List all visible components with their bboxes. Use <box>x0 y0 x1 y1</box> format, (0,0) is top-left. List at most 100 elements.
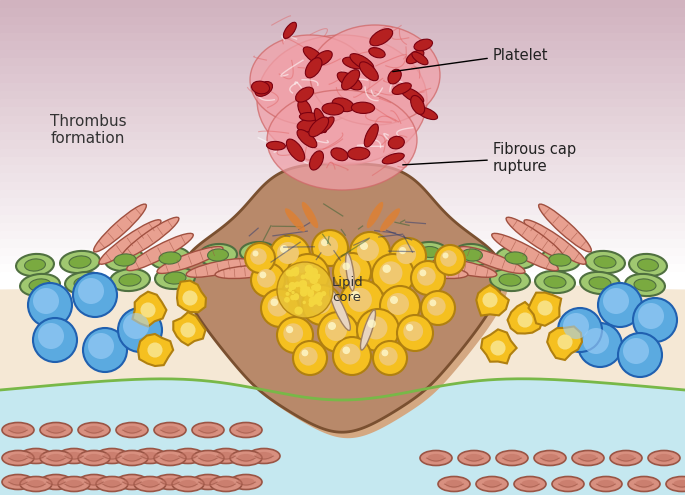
Ellipse shape <box>215 265 275 279</box>
Circle shape <box>88 333 114 359</box>
Ellipse shape <box>401 87 424 103</box>
Ellipse shape <box>150 247 190 269</box>
Circle shape <box>312 230 348 266</box>
Ellipse shape <box>134 448 166 463</box>
Circle shape <box>314 300 319 304</box>
Ellipse shape <box>544 276 566 288</box>
Circle shape <box>314 297 320 302</box>
Circle shape <box>417 267 436 286</box>
Polygon shape <box>547 327 582 360</box>
Bar <box>0 190 685 198</box>
Circle shape <box>295 281 300 287</box>
Ellipse shape <box>597 480 615 488</box>
Circle shape <box>517 312 532 328</box>
Ellipse shape <box>309 117 329 137</box>
Ellipse shape <box>492 233 558 271</box>
Ellipse shape <box>267 90 417 190</box>
Bar <box>0 289 685 297</box>
Ellipse shape <box>380 208 400 232</box>
Ellipse shape <box>154 475 186 490</box>
Ellipse shape <box>199 478 216 486</box>
Bar <box>0 437 685 446</box>
Ellipse shape <box>416 107 438 120</box>
Circle shape <box>351 291 360 300</box>
Bar <box>0 91 685 99</box>
Circle shape <box>333 253 371 291</box>
Circle shape <box>268 296 288 316</box>
Ellipse shape <box>250 35 370 125</box>
Circle shape <box>286 326 293 333</box>
Circle shape <box>490 341 506 355</box>
Ellipse shape <box>172 448 204 463</box>
Circle shape <box>309 292 331 314</box>
Polygon shape <box>182 164 503 432</box>
Circle shape <box>300 289 308 297</box>
Circle shape <box>623 338 649 364</box>
Ellipse shape <box>116 475 148 490</box>
Text: Platelet: Platelet <box>493 48 549 62</box>
Circle shape <box>316 292 323 299</box>
Bar <box>0 470 685 479</box>
Ellipse shape <box>96 477 128 492</box>
Circle shape <box>286 292 290 296</box>
Ellipse shape <box>208 249 228 261</box>
Text: Fibrous cap
rupture: Fibrous cap rupture <box>493 142 576 174</box>
Ellipse shape <box>337 72 362 90</box>
Ellipse shape <box>351 102 375 113</box>
Ellipse shape <box>85 426 103 434</box>
Ellipse shape <box>85 478 103 486</box>
Ellipse shape <box>27 480 45 488</box>
Ellipse shape <box>27 452 45 460</box>
Ellipse shape <box>360 62 378 81</box>
Circle shape <box>397 315 433 351</box>
Bar <box>0 281 685 289</box>
Ellipse shape <box>179 480 197 488</box>
Circle shape <box>350 232 390 272</box>
Ellipse shape <box>251 81 270 94</box>
Circle shape <box>33 318 77 362</box>
Ellipse shape <box>217 480 235 488</box>
Ellipse shape <box>157 247 223 273</box>
Polygon shape <box>529 293 561 326</box>
Bar <box>0 132 685 140</box>
Bar <box>0 0 685 8</box>
Circle shape <box>118 308 162 352</box>
Ellipse shape <box>2 475 34 490</box>
Circle shape <box>317 274 321 277</box>
Ellipse shape <box>266 142 286 150</box>
Bar <box>0 487 685 495</box>
Ellipse shape <box>549 254 571 266</box>
Circle shape <box>182 291 197 305</box>
Polygon shape <box>476 285 509 316</box>
Circle shape <box>288 282 297 290</box>
Ellipse shape <box>230 475 262 490</box>
Ellipse shape <box>40 450 72 465</box>
Ellipse shape <box>9 454 27 462</box>
Ellipse shape <box>99 220 161 264</box>
Ellipse shape <box>154 450 186 465</box>
Ellipse shape <box>462 249 482 261</box>
Ellipse shape <box>9 478 27 486</box>
Ellipse shape <box>610 450 642 465</box>
Circle shape <box>411 261 445 295</box>
Ellipse shape <box>453 244 491 266</box>
Circle shape <box>83 328 127 372</box>
Ellipse shape <box>105 249 145 271</box>
Bar <box>0 140 685 148</box>
Ellipse shape <box>256 452 273 460</box>
Ellipse shape <box>248 247 268 257</box>
Bar <box>0 157 685 165</box>
Ellipse shape <box>230 450 262 465</box>
Ellipse shape <box>393 83 411 95</box>
Ellipse shape <box>459 247 525 273</box>
Circle shape <box>257 269 275 288</box>
Ellipse shape <box>388 69 401 84</box>
Circle shape <box>373 341 407 375</box>
Ellipse shape <box>540 249 580 271</box>
Circle shape <box>333 337 371 375</box>
Ellipse shape <box>535 271 575 293</box>
Circle shape <box>348 288 372 312</box>
Bar <box>0 421 685 429</box>
Polygon shape <box>508 302 543 334</box>
Circle shape <box>302 285 342 325</box>
